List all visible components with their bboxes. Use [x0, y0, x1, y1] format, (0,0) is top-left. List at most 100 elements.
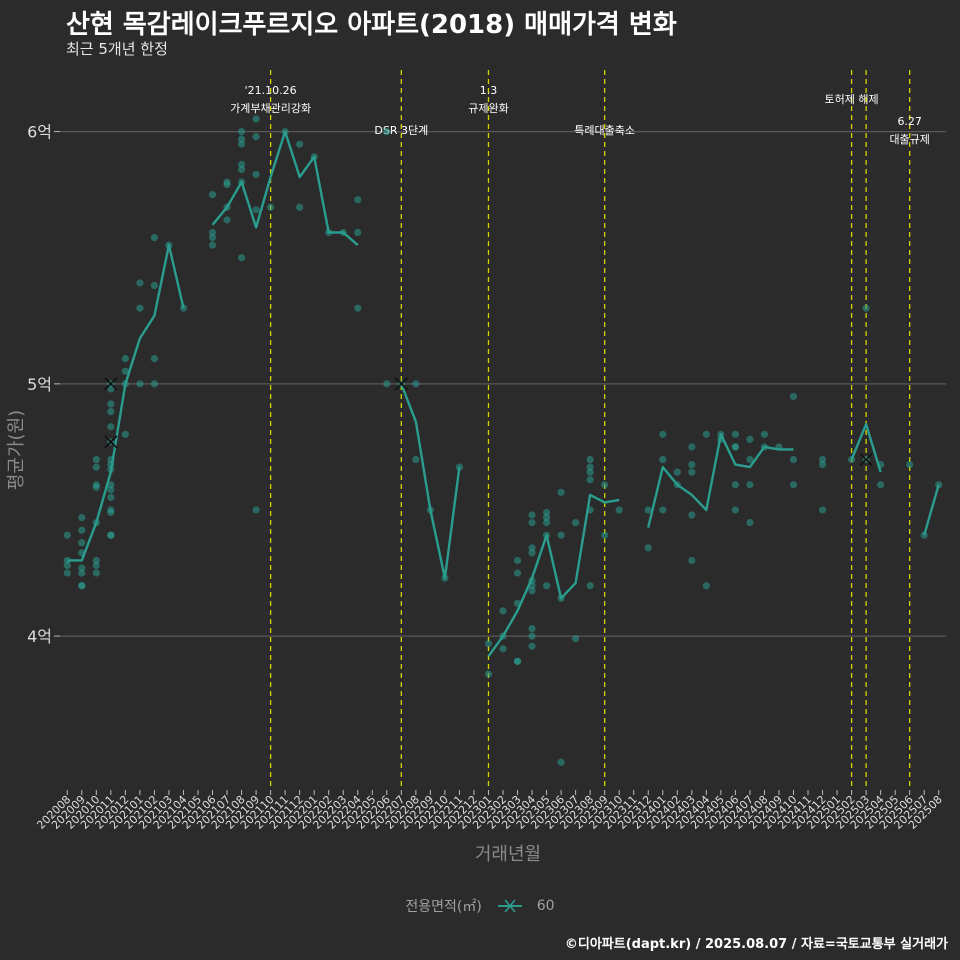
data-point [121, 355, 129, 363]
data-point [78, 526, 86, 534]
data-point [107, 423, 115, 431]
data-point [659, 430, 667, 438]
data-point [78, 569, 86, 577]
data-point [107, 400, 115, 408]
data-point [528, 632, 536, 640]
data-point [121, 367, 129, 375]
data-point [107, 531, 115, 539]
data-point [877, 481, 885, 489]
x-axis-label: 거래년월 [475, 844, 541, 865]
data-point [586, 582, 594, 590]
data-point [92, 569, 100, 577]
data-point [731, 481, 739, 489]
event-label: 6.27 [897, 115, 922, 128]
data-point [92, 463, 100, 471]
data-point [572, 635, 580, 643]
cross-marker [104, 377, 118, 391]
data-point [150, 355, 159, 363]
data-point [237, 127, 246, 136]
series-line-60 [850, 423, 882, 473]
data-point [150, 233, 159, 242]
series-line-60 [67, 243, 185, 562]
data-point [499, 645, 507, 653]
data-point [252, 115, 260, 123]
data-point [789, 392, 798, 401]
data-point [586, 476, 594, 484]
data-point [121, 430, 129, 438]
y-axis-label: 평균가(원) [6, 410, 27, 490]
data-point [818, 455, 827, 464]
data-point [296, 203, 304, 211]
y-tick-label: 4억 [27, 627, 52, 646]
data-point [586, 455, 594, 464]
data-point [557, 758, 565, 766]
data-point [528, 549, 536, 557]
y-axis-ticks: 4억 5억 6억 [27, 123, 60, 646]
data-point [208, 241, 217, 249]
data-point [601, 531, 609, 539]
data-point [731, 443, 739, 451]
data-point [601, 481, 609, 489]
cross-markers [104, 377, 873, 467]
data-point [746, 481, 754, 489]
data-point [688, 556, 696, 565]
data-point [746, 518, 754, 527]
data-point [107, 508, 115, 517]
data-point [150, 281, 159, 290]
data-point [528, 511, 536, 519]
chart-subtitle: 최근 5개년 한정 [66, 40, 168, 58]
data-point [542, 513, 551, 522]
data-point [542, 582, 551, 590]
average-price-line [67, 130, 940, 657]
transaction-points [63, 115, 943, 766]
data-point [252, 170, 260, 179]
data-point [688, 460, 696, 469]
data-point [383, 380, 391, 388]
data-point [208, 228, 217, 237]
data-point [513, 569, 522, 577]
event-label: 규제완화 [468, 102, 508, 115]
event-label: '21.10.26 [245, 84, 297, 97]
data-point [237, 254, 246, 262]
data-point [586, 463, 594, 471]
data-point [862, 304, 870, 312]
data-point [528, 642, 536, 650]
data-point [935, 481, 943, 489]
data-point [136, 304, 144, 312]
data-point [557, 488, 565, 496]
data-point [208, 233, 217, 242]
data-point [673, 468, 681, 476]
data-point [78, 539, 86, 547]
data-point [688, 468, 696, 476]
data-point [818, 460, 827, 469]
data-point [78, 582, 86, 590]
series-line-60 [923, 484, 940, 536]
data-point [92, 561, 100, 570]
data-point [920, 531, 928, 539]
data-point [499, 607, 507, 615]
data-point [412, 380, 420, 388]
data-point [789, 455, 798, 464]
data-point [513, 657, 522, 665]
y-tick-label: 5억 [27, 375, 52, 394]
data-point [354, 228, 362, 237]
data-point [107, 385, 115, 393]
series-line-60 [647, 433, 794, 528]
data-point [542, 508, 551, 517]
data-point [107, 493, 115, 501]
data-point [789, 481, 798, 489]
data-point [237, 140, 246, 148]
data-point [702, 430, 710, 438]
data-point [586, 468, 594, 476]
data-point [252, 206, 260, 214]
data-point [572, 518, 580, 527]
data-point [528, 624, 536, 633]
data-point [688, 511, 696, 519]
cross-marker [859, 452, 873, 467]
event-label: 1.3 [480, 84, 498, 97]
data-point [484, 640, 493, 648]
data-point [223, 180, 231, 189]
series-line-60 [211, 130, 359, 247]
